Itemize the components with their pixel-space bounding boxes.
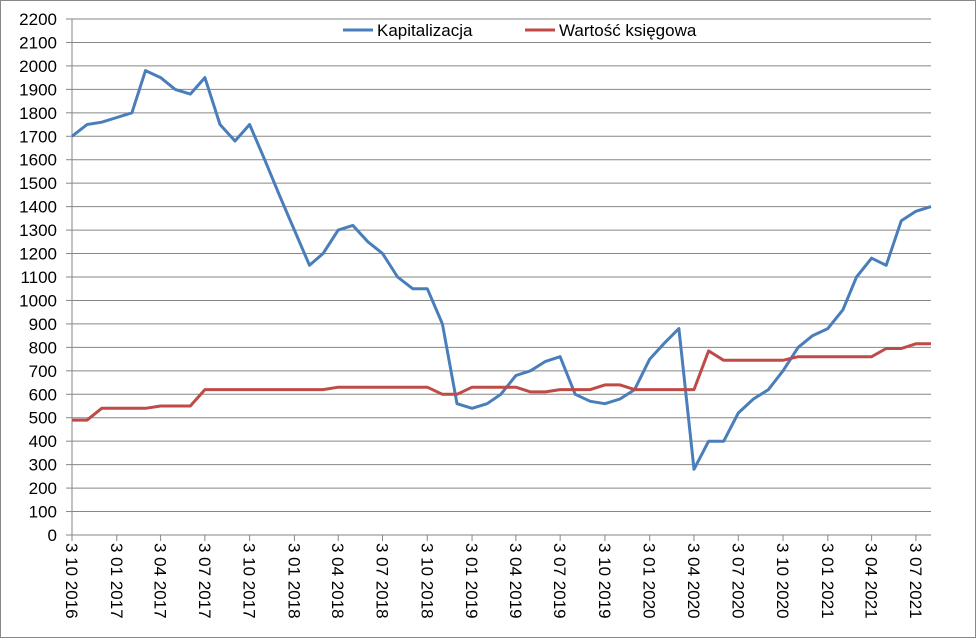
x-tick-label: 3 10 2016	[62, 543, 81, 619]
x-tick-label: 3 07 2017	[195, 543, 214, 619]
y-tick-label: 2000	[19, 57, 57, 76]
y-tick-label: 500	[29, 409, 57, 428]
y-tick-label: 200	[29, 479, 57, 498]
x-tick-label: 3 07 2018	[373, 543, 392, 619]
y-tick-label: 1500	[19, 174, 57, 193]
x-tick-label: 3 04 2020	[684, 543, 703, 619]
y-tick-label: 800	[29, 338, 57, 357]
x-tick-label: 3 10 2019	[595, 543, 614, 619]
x-tick-label: 3 04 2017	[151, 543, 170, 619]
y-tick-label: 1600	[19, 151, 57, 170]
y-tick-label: 300	[29, 456, 57, 475]
series-line	[72, 342, 931, 422]
y-tick-label: 1200	[19, 245, 57, 264]
y-tick-label: 2100	[19, 33, 57, 52]
series-line	[71, 69, 932, 471]
y-tick-label: 1100	[20, 268, 57, 287]
x-tick-label: 3 04 2019	[506, 543, 525, 619]
x-tick-label: 3 01 2019	[462, 543, 481, 619]
y-tick-label: 600	[29, 385, 57, 404]
x-tick-label: 3 01 2021	[818, 543, 837, 619]
y-tick-label: 100	[29, 503, 57, 522]
y-tick-label: 2200	[19, 10, 57, 29]
x-tick-label: 3 07 2019	[550, 543, 569, 619]
x-tick-label: 3 10 2018	[417, 543, 436, 619]
y-tick-label: 1700	[19, 127, 57, 146]
x-tick-label: 3 04 2018	[328, 543, 347, 619]
x-tick-label: 3 01 2017	[107, 543, 126, 619]
x-tick-label: 3 07 2020	[728, 543, 747, 619]
x-tick-label: 3 10 2020	[773, 543, 792, 619]
y-tick-label: 0	[48, 526, 57, 545]
y-tick-label: 400	[29, 432, 57, 451]
x-tick-label: 3 04 2021	[862, 543, 881, 619]
y-tick-label: 1800	[19, 104, 57, 123]
y-tick-label: 900	[29, 315, 57, 334]
legend-label: Kapitalizacja	[377, 21, 473, 40]
x-tick-label: 3 10 2017	[240, 543, 259, 619]
y-tick-label: 700	[29, 362, 57, 381]
x-tick-label: 3 01 2018	[284, 543, 303, 619]
legend-label: Wartość księgowa	[559, 21, 697, 40]
y-tick-label: 1000	[19, 291, 57, 310]
x-tick-label: 3 07 2021	[906, 543, 925, 619]
y-tick-label: 1900	[19, 80, 57, 99]
y-tick-label: 1300	[19, 221, 57, 240]
x-tick-label: 3 01 2020	[640, 543, 659, 619]
y-tick-label: 1400	[19, 198, 57, 217]
